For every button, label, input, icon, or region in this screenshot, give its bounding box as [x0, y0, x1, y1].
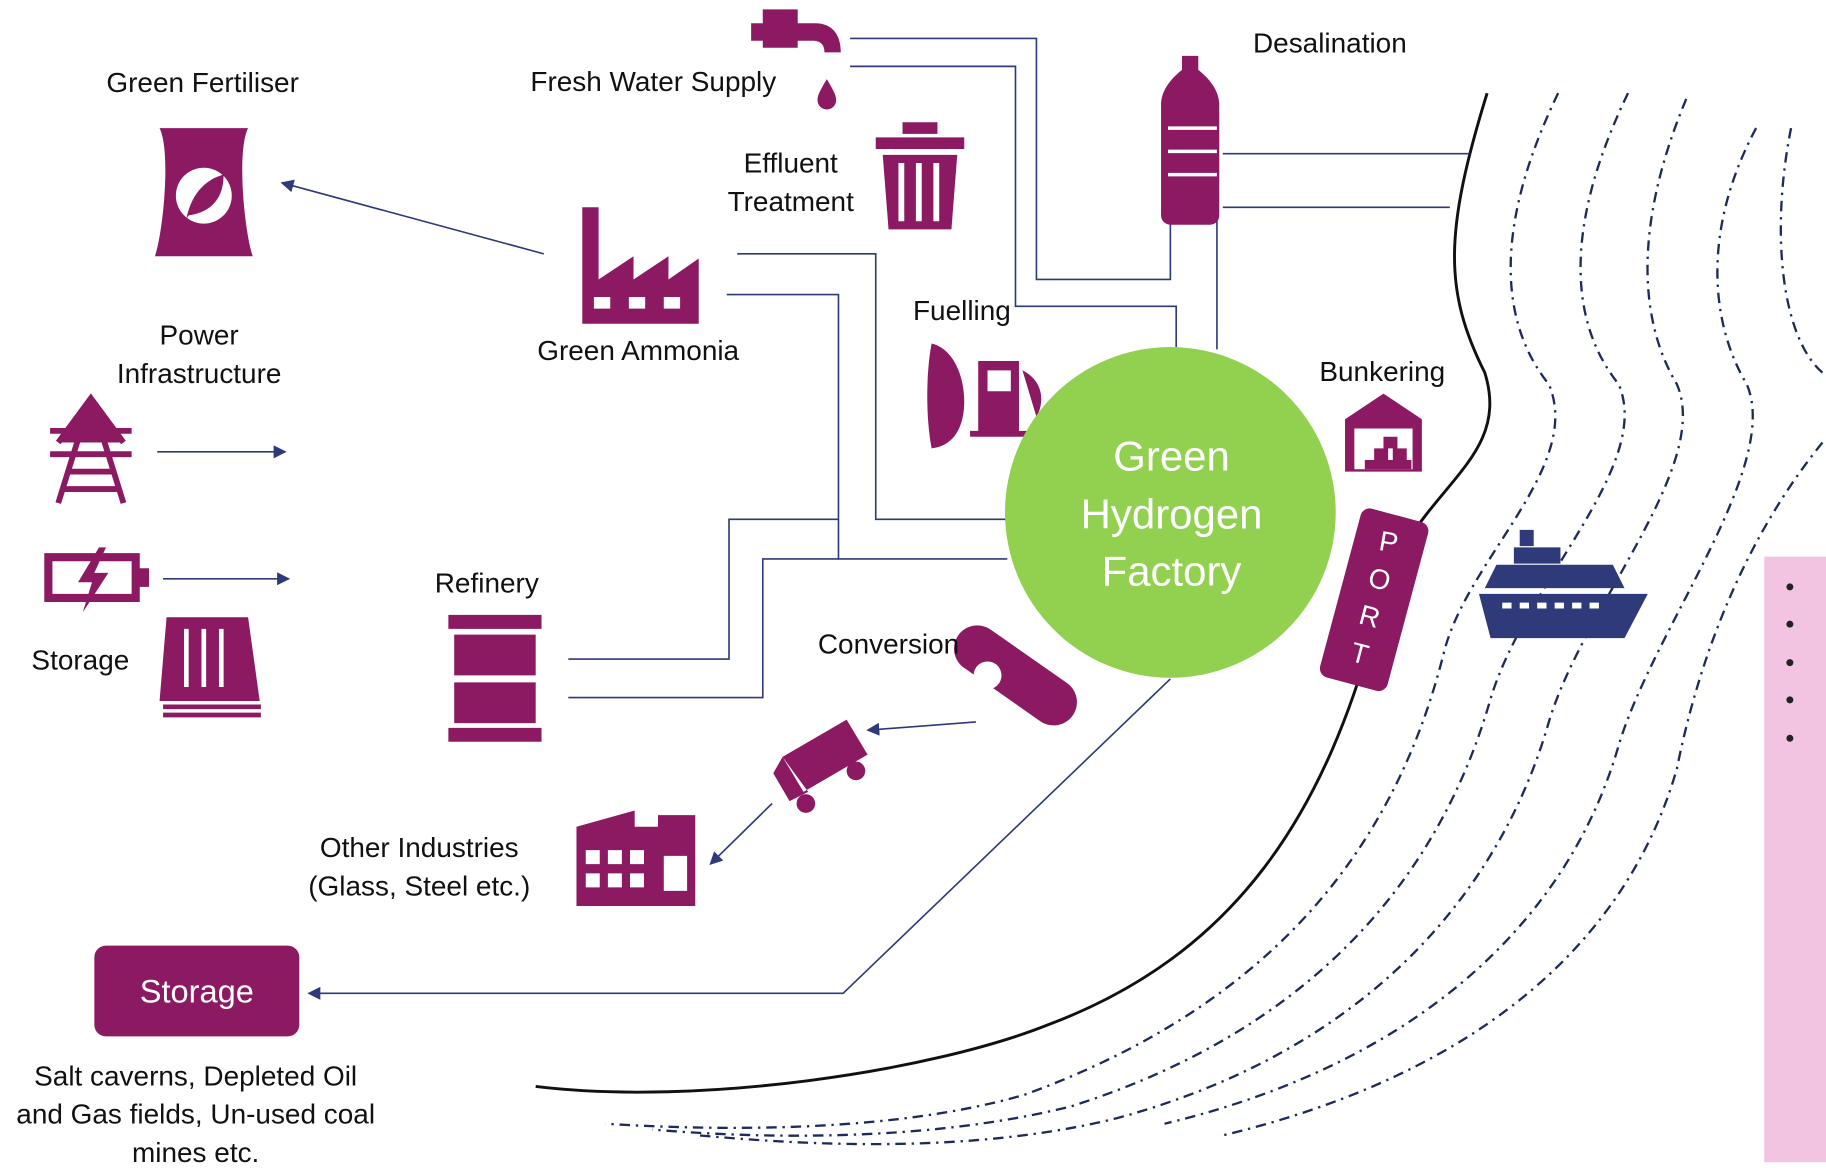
label: Bunkering [1319, 356, 1445, 387]
icons [44, 9, 1648, 906]
label: Green Fertiliser [106, 67, 299, 98]
label: Treatment [728, 186, 855, 217]
labels: Green Fertiliser Fresh Water Supply Desa… [16, 27, 1445, 1168]
coastline [535, 92, 1492, 1094]
storage-box-label: Storage [140, 973, 254, 1010]
label: Desalination [1253, 27, 1407, 58]
factory-circle [1004, 347, 1336, 678]
factory-label: Factory [1102, 548, 1242, 595]
factory-label: Green [1113, 432, 1229, 479]
label: Infrastructure [117, 358, 282, 389]
label: (Glass, Steel etc.) [308, 871, 530, 902]
label: Green Ammonia [537, 335, 739, 366]
label: Salt caverns, Depleted Oil [34, 1060, 357, 1091]
sea-lines [605, 92, 1824, 1146]
port: P O R T [1319, 508, 1429, 692]
label: Power [160, 320, 239, 351]
side-panel-bullets [1786, 583, 1794, 742]
factory-label: Hydrogen [1081, 491, 1263, 538]
label: Fresh Water Supply [530, 66, 776, 97]
label: mines etc. [132, 1137, 259, 1168]
label: and Gas fields, Un-used coal [16, 1099, 375, 1130]
label: Effluent [744, 147, 838, 178]
label: Storage [31, 645, 129, 676]
storage-box [94, 945, 300, 1037]
label: Other Industries [320, 832, 519, 863]
label: Conversion [818, 628, 959, 659]
connectors [157, 37, 1470, 1000]
side-panel [1764, 556, 1826, 1163]
port-box [1319, 508, 1429, 692]
port-letter: P [1377, 525, 1401, 559]
label: Fuelling [913, 295, 1011, 326]
label: Refinery [435, 568, 539, 599]
